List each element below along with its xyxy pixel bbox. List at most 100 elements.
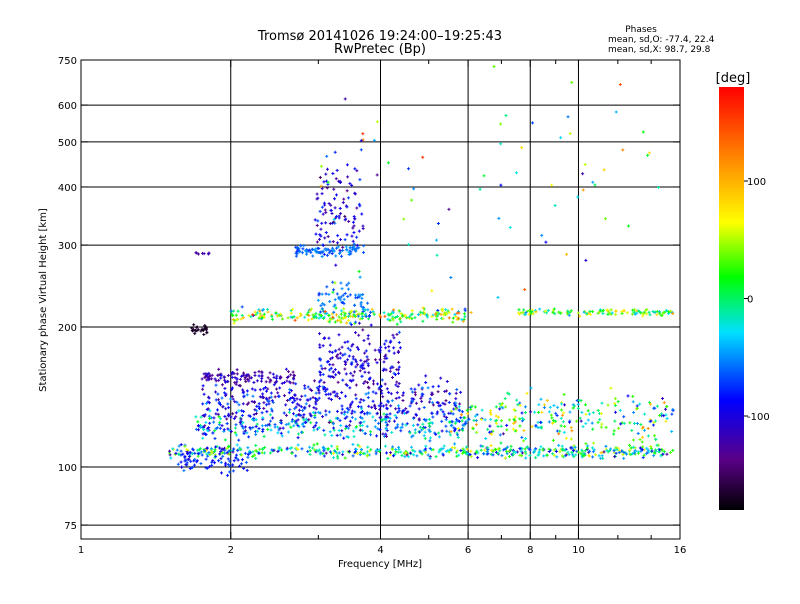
data-point: [554, 449, 558, 453]
data-point: [387, 345, 391, 349]
data-point: [393, 419, 397, 423]
data-point: [218, 452, 222, 456]
data-point: [280, 448, 284, 452]
data-point: [262, 401, 266, 405]
data-point: [414, 401, 418, 405]
data-point: [599, 451, 603, 455]
data-point: [318, 310, 322, 314]
data-point: [234, 382, 238, 386]
data-point: [207, 396, 211, 400]
data-point: [210, 373, 214, 377]
data-point: [337, 347, 341, 351]
data-point: [350, 411, 354, 415]
data-point: [335, 354, 339, 358]
data-point: [318, 343, 322, 347]
data-point: [465, 447, 469, 451]
data-point: [622, 421, 626, 425]
data-point: [252, 453, 256, 457]
data-point: [486, 446, 490, 450]
data-point: [646, 426, 650, 430]
data-point: [564, 436, 568, 440]
data-point: [424, 444, 428, 448]
data-point: [399, 320, 403, 324]
data-point: [301, 415, 305, 419]
data-point: [314, 402, 318, 406]
data-point: [230, 395, 234, 399]
data-point: [507, 392, 511, 396]
data-point: [359, 428, 363, 432]
data-point: [454, 401, 458, 405]
data-point: [361, 328, 365, 332]
data-point: [340, 287, 344, 291]
data-point: [411, 434, 415, 438]
data-point: [355, 363, 359, 367]
data-point: [648, 400, 652, 404]
data-point: [273, 423, 277, 427]
data-point: [418, 310, 422, 314]
data-point: [363, 379, 367, 383]
data-point: [633, 450, 637, 454]
data-point: [386, 317, 390, 321]
data-point: [228, 459, 232, 463]
data-point: [457, 428, 461, 432]
data-point: [341, 450, 345, 454]
data-point: [271, 372, 275, 376]
data-point: [545, 453, 549, 457]
data-point: [518, 403, 522, 407]
x-tick-label: 8: [527, 545, 533, 556]
data-point: [245, 431, 249, 435]
data-point: [199, 450, 203, 454]
y-axis-label: Stationary phase Virtual Height [km]: [38, 208, 49, 392]
data-point: [389, 392, 393, 396]
data-point: [372, 312, 376, 316]
data-point: [620, 312, 624, 316]
data-point: [322, 449, 326, 453]
data-point: [314, 314, 318, 318]
data-point: [641, 435, 645, 439]
data-point: [379, 345, 383, 349]
data-point: [319, 451, 323, 455]
data-point: [455, 417, 459, 421]
data-point: [585, 312, 589, 316]
data-point: [279, 312, 283, 316]
data-point: [599, 425, 603, 429]
data-point: [239, 422, 243, 426]
data-point: [356, 314, 360, 318]
data-point: [577, 398, 581, 402]
data-point: [351, 342, 355, 346]
data-point: [348, 321, 352, 325]
data-point: [297, 408, 301, 412]
data-point: [373, 425, 377, 429]
data-point: [357, 321, 361, 325]
data-point: [436, 410, 440, 414]
data-point: [313, 379, 317, 383]
data-point: [346, 295, 350, 299]
data-point: [631, 445, 635, 449]
data-point: [308, 387, 312, 391]
data-point: [424, 418, 428, 422]
data-points: [168, 65, 675, 477]
data-point: [329, 398, 333, 402]
data-point: [650, 449, 654, 453]
data-point: [408, 451, 412, 455]
data-point: [561, 447, 565, 451]
data-point: [207, 426, 211, 430]
data-point: [555, 413, 559, 417]
data-point: [364, 312, 368, 316]
data-point: [359, 358, 363, 362]
data-point: [362, 366, 366, 370]
data-point: [629, 453, 633, 457]
data-point: [384, 353, 388, 357]
data-point: [319, 314, 323, 318]
data-point: [393, 315, 397, 319]
data-point: [361, 309, 365, 313]
data-point: [258, 312, 262, 316]
data-point: [442, 444, 446, 448]
data-point: [373, 418, 377, 422]
data-point: [258, 447, 262, 451]
data-point: [454, 427, 458, 431]
data-point: [242, 394, 246, 398]
data-point: [379, 315, 383, 319]
data-point: [254, 444, 258, 448]
data-point: [261, 447, 265, 451]
